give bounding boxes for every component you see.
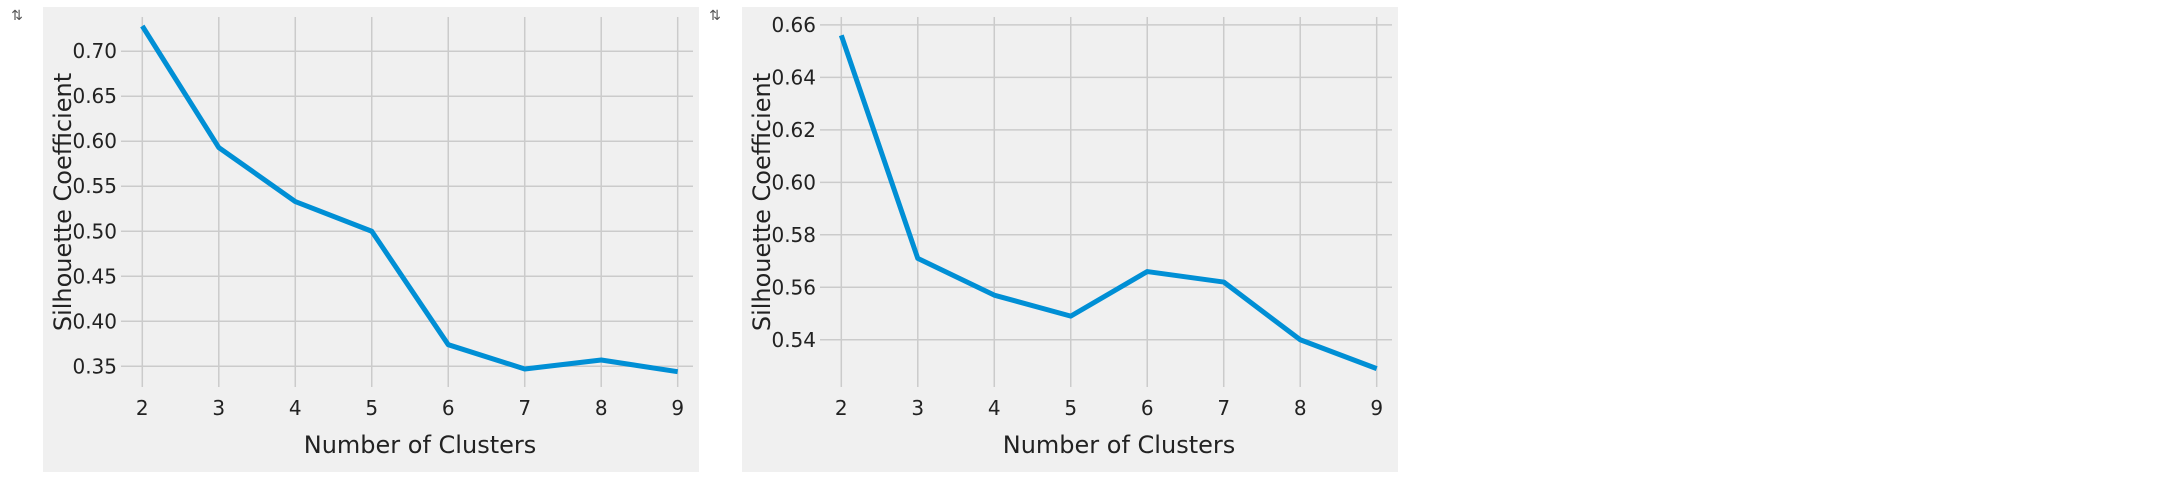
x-tick-label: 5 xyxy=(1064,396,1077,420)
x-tick-label: 5 xyxy=(365,396,378,420)
x-axis-label: Number of Clusters xyxy=(1003,431,1236,459)
x-axis-label: Number of Clusters xyxy=(304,431,537,459)
y-axis-label: Silhouette Coefficient xyxy=(748,73,776,331)
y-tick-label: 0.60 xyxy=(72,129,117,153)
x-tick-label: 9 xyxy=(671,396,684,420)
chart-svg: 2 3 4 5 6 7 8 9 0.54 0.56 0.58 0.60 0.62 0.64 0.66 Numb… xyxy=(748,13,1392,459)
y-tick-label: 0.45 xyxy=(72,264,117,288)
y-tick-label: 0.56 xyxy=(771,275,816,299)
x-tick-label: 3 xyxy=(911,396,924,420)
y-tick-label: 0.50 xyxy=(72,219,117,243)
y-tick-label: 0.55 xyxy=(72,174,117,198)
series-line xyxy=(140,24,679,375)
series-line xyxy=(838,34,1378,371)
x-tick-label: 8 xyxy=(595,396,608,420)
silhouette-chart-1: 2 3 4 5 6 7 8 9 0.35 0.40 0.45 0.50 0.55 0.60 0.65 0.70… xyxy=(43,7,699,472)
x-tick-label: 7 xyxy=(1217,396,1230,420)
y-tick-label: 0.60 xyxy=(771,170,816,194)
x-tick-label: 3 xyxy=(212,396,225,420)
x-tick-label: 6 xyxy=(442,396,455,420)
chart-svg: 2 3 4 5 6 7 8 9 0.35 0.40 0.45 0.50 0.55 0.60 0.65 0.70… xyxy=(49,17,693,459)
output-toggle-icon[interactable]: ⇅ xyxy=(11,8,23,24)
y-tick-label: 0.40 xyxy=(72,309,117,333)
x-tick-label: 2 xyxy=(136,396,149,420)
x-tick-label: 6 xyxy=(1141,396,1154,420)
y-tick-label: 0.62 xyxy=(771,118,816,142)
x-tick-label: 9 xyxy=(1370,396,1383,420)
y-tick-label: 0.66 xyxy=(771,13,816,37)
y-tick-label: 0.58 xyxy=(771,223,816,247)
y-tick-label: 0.70 xyxy=(72,39,117,63)
y-tick-label: 0.35 xyxy=(72,354,117,378)
x-tick-label: 4 xyxy=(289,396,302,420)
y-tick-label: 0.54 xyxy=(771,328,816,352)
output-toggle-icon[interactable]: ⇅ xyxy=(709,8,721,24)
y-tick-label: 0.64 xyxy=(771,65,816,89)
y-axis-label: Silhouette Coefficient xyxy=(49,73,77,331)
silhouette-chart-2: 2 3 4 5 6 7 8 9 0.54 0.56 0.58 0.60 0.62 0.64 0.66 Numb… xyxy=(742,7,1398,472)
x-tick-label: 7 xyxy=(518,396,531,420)
y-tick-label: 0.65 xyxy=(72,84,117,108)
x-tick-label: 8 xyxy=(1294,396,1307,420)
x-tick-label: 4 xyxy=(988,396,1001,420)
x-tick-label: 2 xyxy=(835,396,848,420)
